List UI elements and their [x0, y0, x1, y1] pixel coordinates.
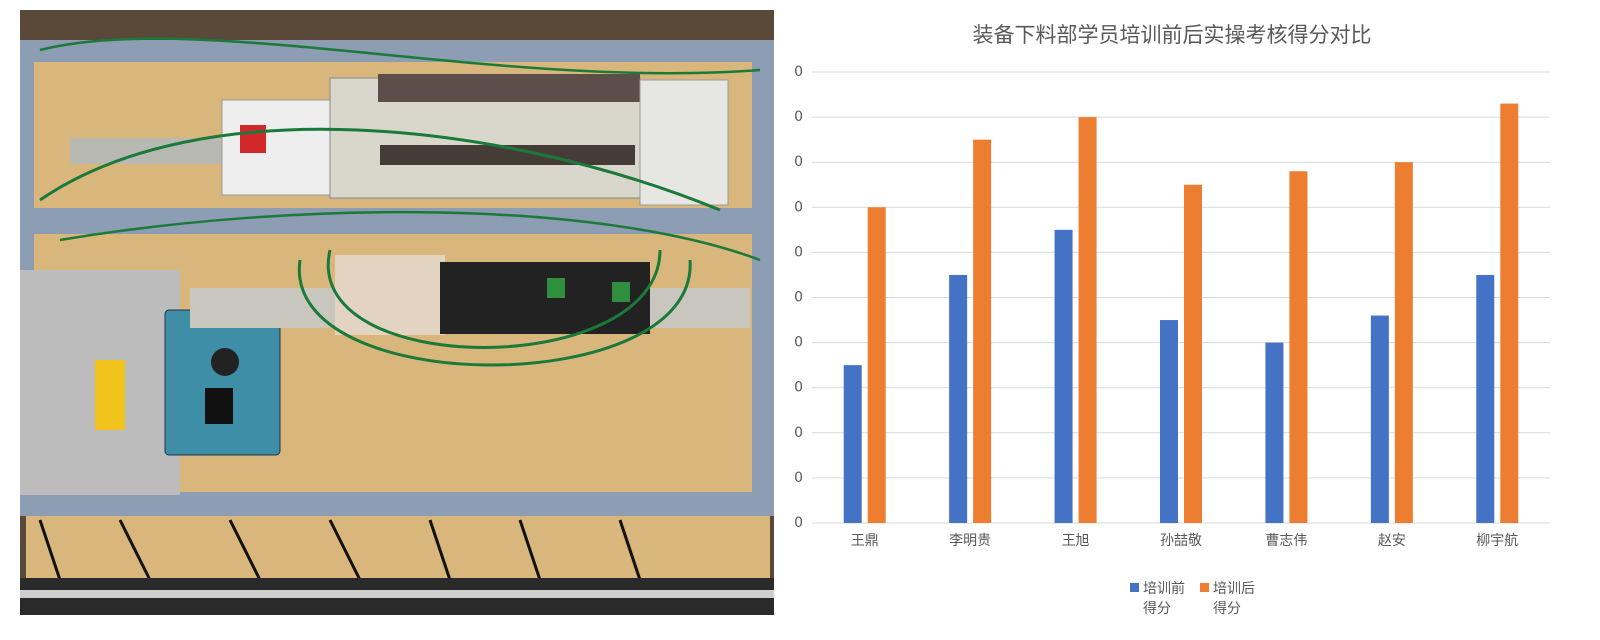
bar	[1054, 229, 1073, 523]
bar	[1370, 315, 1389, 523]
bar	[867, 207, 886, 524]
y-tick-label: 0	[794, 515, 803, 531]
panel-photo	[20, 10, 774, 615]
bar	[1265, 342, 1284, 523]
bar	[843, 365, 862, 523]
legend-label: 培训后得分	[1213, 581, 1255, 617]
x-tick-label: 柳宇航	[1476, 532, 1518, 549]
bar	[1184, 184, 1202, 523]
legend-swatch	[1200, 583, 1209, 592]
x-tick-label: 曹志伟	[1265, 533, 1307, 549]
y-tick-label: 90	[785, 109, 803, 125]
bar	[973, 139, 992, 523]
y-tick-label: 20	[785, 425, 803, 441]
y-tick-label: 70	[785, 199, 803, 215]
bar	[1289, 171, 1308, 523]
y-tick-label: 40	[785, 335, 803, 351]
bar	[1078, 117, 1097, 523]
legend-label: 培训前得分	[1143, 581, 1185, 617]
x-tick-label: 孙喆敬	[1160, 533, 1202, 549]
bar	[949, 274, 968, 523]
y-ticks: 0 10 20 30 40 50 60 70 80 90 100	[776, 64, 803, 531]
bar	[1160, 320, 1178, 523]
legend-item: 培训前得分	[1130, 578, 1192, 618]
y-tick-label: 10	[785, 470, 803, 486]
bar	[1476, 274, 1495, 523]
chart-title: 装备下料部学员培训前后实操考核得分对比	[973, 23, 1372, 47]
y-tick-label: 80	[785, 154, 803, 170]
legend-swatch	[1130, 583, 1139, 592]
y-tick-label: 30	[785, 380, 803, 396]
y-tick-label: 50	[785, 290, 803, 306]
y-tick-label: 100	[776, 64, 803, 80]
legend: 培训前得分 培训后得分	[1130, 578, 1262, 618]
legend-item: 培训后得分	[1200, 578, 1262, 618]
y-tick-label: 60	[785, 244, 803, 260]
x-tick-label: 王鼎	[851, 533, 879, 549]
bar	[1394, 162, 1413, 523]
bar	[1500, 103, 1519, 523]
x-tick-label: 赵安	[1378, 533, 1406, 549]
x-tick-label: 王旭	[1062, 533, 1090, 549]
x-tick-label: 李明贵	[949, 533, 991, 549]
